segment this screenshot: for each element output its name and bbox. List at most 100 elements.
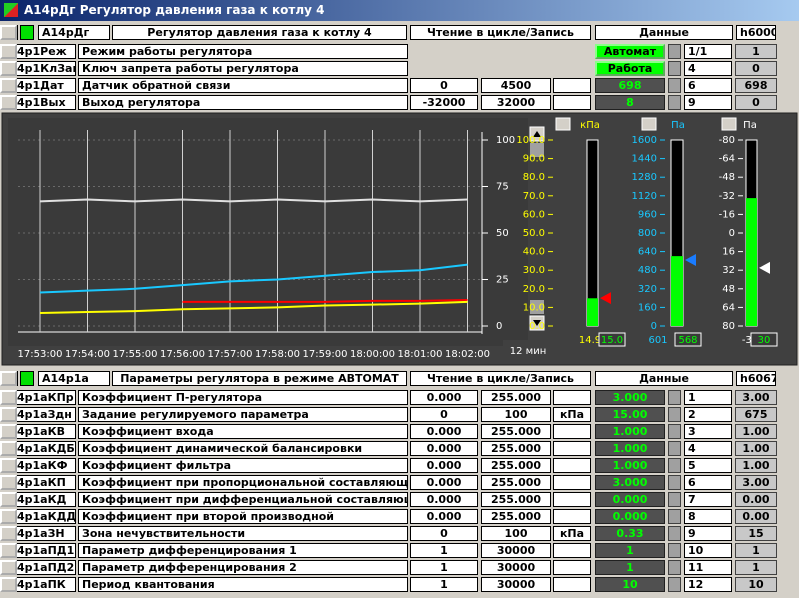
max-value: 100: [481, 526, 551, 541]
y-tick-label: 75: [496, 182, 509, 193]
gauge-tick-label: -48: [719, 172, 735, 183]
data-value: 0.33: [595, 526, 665, 541]
max-value: 255.000: [481, 492, 551, 507]
span-box: [503, 340, 553, 358]
trend-toggle[interactable]: [641, 117, 657, 131]
scroll-button: [0, 441, 17, 456]
gauge-tick-label: -32: [719, 191, 735, 202]
write-button[interactable]: [668, 543, 681, 558]
scroll-button: [0, 475, 17, 490]
parameter-code: К4р1аЗН: [4, 526, 76, 541]
min-value: 0.000: [410, 509, 478, 524]
arrow-icon: [533, 131, 541, 137]
setpoint-value: 30: [758, 335, 771, 346]
unit: [553, 95, 591, 110]
parameter-code: К4р1аПД1: [4, 543, 76, 558]
write-button[interactable]: [668, 509, 681, 524]
write-button[interactable]: [668, 475, 681, 490]
min-value: 0.000: [410, 424, 478, 439]
unit: [553, 424, 591, 439]
write-button[interactable]: [668, 577, 681, 592]
gauge-tick-label: 20.0: [523, 284, 545, 295]
y-tick-label: 0: [496, 321, 502, 332]
register-index: 6: [684, 78, 732, 93]
register-value: 1: [735, 543, 777, 558]
min-value: 1: [410, 543, 478, 558]
scroll-button: [0, 560, 17, 575]
max-value: 30000: [481, 543, 551, 558]
panel-title: Регулятор давления газа к котлу 4: [112, 25, 407, 40]
parameter-code: К4р1аКДД: [4, 509, 76, 524]
min-value: 0.000: [410, 475, 478, 490]
write-button[interactable]: [668, 95, 681, 110]
gauge-fill: [671, 256, 683, 326]
max-value: 32000: [481, 95, 551, 110]
register-index: 11: [684, 560, 732, 575]
write-button[interactable]: [668, 44, 681, 59]
parameter-name: Коэффициент динамической балансировки: [78, 441, 408, 456]
data-value[interactable]: Работа: [595, 61, 665, 76]
x-tick-label: 17:58:00: [255, 349, 300, 360]
parameter-code: К4р1Дат: [4, 78, 76, 93]
gauge-fill: [746, 198, 757, 326]
gauge-bar: [586, 139, 599, 327]
trend-line: [182, 298, 468, 303]
gauge-tick-label: 30.0: [523, 265, 545, 276]
register-index: 1: [684, 390, 732, 405]
gauge-tick-label: 0.0: [529, 321, 545, 332]
scroll-button: [0, 61, 17, 76]
panel-title: Параметры регулятора в режиме АВТОМАТ: [112, 371, 407, 386]
min-value: 0: [410, 526, 478, 541]
scroll-button: [0, 543, 17, 558]
gauge-tick-label: 1600: [632, 135, 657, 146]
write-button[interactable]: [668, 458, 681, 473]
data-value[interactable]: Автомат: [595, 44, 665, 59]
gauge-tick-label: 1120: [632, 191, 657, 202]
register-index: 9: [684, 95, 732, 110]
scroll-button: [0, 44, 17, 59]
write-button[interactable]: [668, 492, 681, 507]
trend-toggle[interactable]: [721, 117, 737, 131]
gauge-tick-label: 60.0: [523, 209, 545, 220]
register-index: 6: [684, 475, 732, 490]
min-value: -32000: [410, 95, 478, 110]
register-value: 0: [735, 61, 777, 76]
parameter-name: Параметр дифференцирования 2: [78, 560, 408, 575]
write-button[interactable]: [668, 78, 681, 93]
min-value: 1: [410, 577, 478, 592]
data-value: 10: [595, 577, 665, 592]
write-button[interactable]: [668, 390, 681, 405]
scroll-button: [0, 424, 17, 439]
register-value: 0.00: [735, 509, 777, 524]
unit: [553, 543, 591, 558]
panel-address: h6000: [736, 25, 776, 40]
parameter-name: Коэффициент при дифференциальной составл…: [78, 492, 408, 507]
write-button[interactable]: [668, 526, 681, 541]
min-value: 0.000: [410, 458, 478, 473]
max-value: 30000: [481, 560, 551, 575]
write-button[interactable]: [668, 61, 681, 76]
register-value: 1.00: [735, 441, 777, 456]
gauge-tick-label: 960: [638, 209, 657, 220]
parameter-code: К4р1аКВ: [4, 424, 76, 439]
write-button[interactable]: [668, 424, 681, 439]
trend-toggle[interactable]: [555, 117, 571, 131]
register-index: 12: [684, 577, 732, 592]
register-value: 698: [735, 78, 777, 93]
trend-line: [39, 198, 468, 203]
register-index: 10: [684, 543, 732, 558]
register-value: 15: [735, 526, 777, 541]
write-button[interactable]: [668, 560, 681, 575]
write-button[interactable]: [668, 441, 681, 456]
gauge-tick-label: 10.0: [523, 302, 545, 313]
setpoint-marker: [600, 292, 611, 305]
gauge-tick-label: -64: [719, 154, 735, 165]
register-index: 1/1: [684, 44, 732, 59]
write-button[interactable]: [668, 407, 681, 422]
trend-line: [39, 263, 468, 294]
max-value: 255.000: [481, 424, 551, 439]
register-value: 0.00: [735, 492, 777, 507]
y-tick-label: 100: [496, 135, 515, 146]
gauge-tick-label: 80: [722, 321, 735, 332]
gauge-tick-label: 1280: [632, 172, 657, 183]
